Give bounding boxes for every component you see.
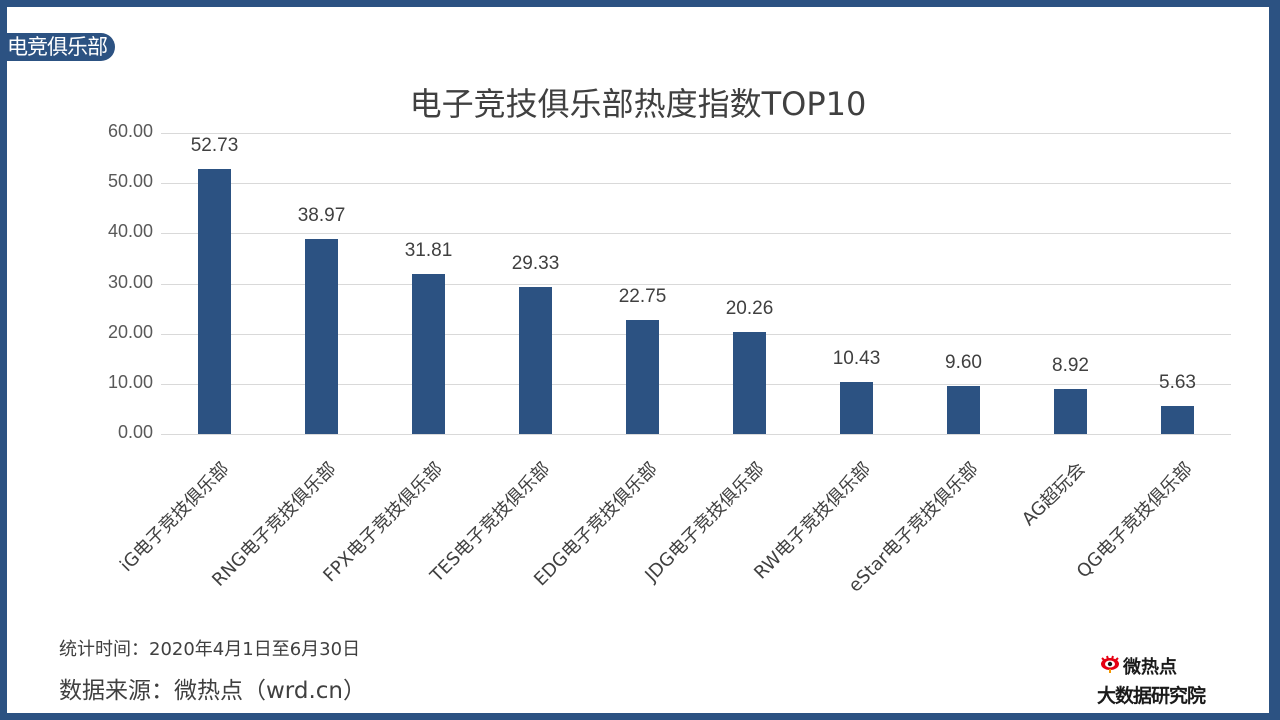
slide-frame: 电竞俱乐部 电子竞技俱乐部热度指数TOP10 60.00 50.00 40.00 30… [7, 7, 1269, 713]
bar [198, 169, 231, 434]
plot-area: 60.00 50.00 40.00 30.00 20.00 10.00 0.00 52.73 i… [108, 121, 1231, 597]
y-tick-label: 20.00 [107, 321, 153, 342]
stat-period: 统计时间：2020年4月1日至6月30日 [59, 639, 361, 660]
gridline [161, 434, 1231, 435]
data-label: 29.33 [511, 252, 560, 274]
bar [947, 385, 980, 434]
data-label: 20.26 [725, 298, 774, 320]
y-tick-label: 50.00 [107, 171, 153, 192]
gridline [161, 233, 1231, 235]
logo-line2: 大数据研究院 [1097, 685, 1206, 707]
gridline [161, 133, 1231, 134]
data-label: 10.43 [832, 347, 881, 369]
category-tag: 电竞俱乐部 [7, 33, 115, 61]
gridline [161, 283, 1231, 285]
bar [626, 319, 659, 434]
gridline [161, 333, 1231, 335]
bar [733, 332, 766, 434]
data-source: 数据来源：微热点（wrd.cn） [59, 678, 366, 704]
y-tick-label: 10.00 [107, 371, 153, 392]
y-tick-label: 0.00 [117, 422, 153, 442]
data-label: 5.63 [1159, 371, 1196, 393]
y-tick-label: 60.00 [107, 121, 153, 141]
data-label: 38.97 [297, 204, 346, 226]
bar [519, 286, 552, 434]
bar [305, 238, 338, 434]
bar [412, 274, 445, 434]
logo-line1: 微热点 [1123, 657, 1177, 678]
x-tick-label: iG电子竞技俱乐部 [115, 458, 233, 576]
bar [1161, 405, 1194, 434]
data-label: 9.60 [945, 351, 982, 373]
data-label: 31.81 [404, 240, 453, 262]
weibo-eye-icon [1101, 655, 1119, 673]
chart-title: 电子竞技俱乐部热度指数TOP10 [409, 85, 867, 123]
y-tick-label: 30.00 [107, 271, 153, 292]
bar [1054, 389, 1087, 434]
data-label: 52.73 [190, 135, 239, 157]
wrd-logo: 微热点 大数据研究院 [1097, 653, 1237, 711]
data-label: 8.92 [1052, 355, 1089, 377]
data-label: 22.75 [618, 285, 667, 307]
x-tick-label: AG超玩会 [1017, 458, 1089, 531]
gridline [161, 383, 1231, 385]
bar [840, 381, 873, 434]
y-tick-label: 40.00 [107, 221, 153, 242]
gridline [161, 183, 1231, 185]
